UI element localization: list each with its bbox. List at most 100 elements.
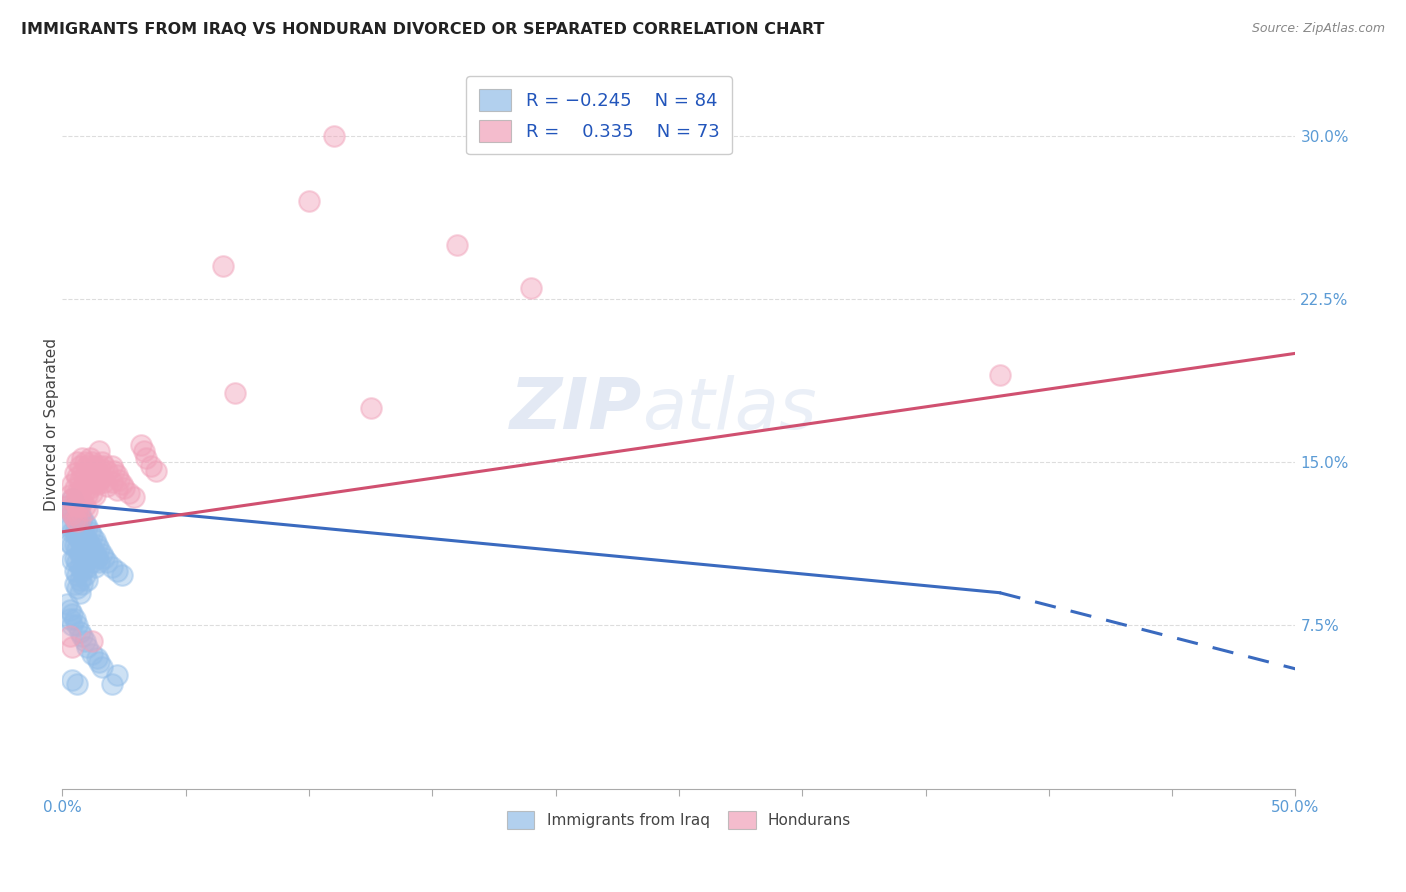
Point: [79, 538, 101, 552]
Point: [73, 529, 96, 543]
Point: [83, 547, 105, 561]
Point: [132, 444, 155, 458]
Point: [73, 455, 96, 469]
Point: [111, 476, 134, 491]
Point: [73, 499, 96, 513]
Point: [101, 475, 124, 489]
Point: [59, 503, 82, 517]
Point: [91, 659, 114, 673]
Point: [86, 476, 108, 491]
Point: [56, 499, 79, 513]
Point: [63, 512, 86, 526]
Point: [79, 550, 101, 565]
Point: [86, 651, 108, 665]
Point: [59, 520, 82, 534]
Point: [59, 612, 82, 626]
Point: [66, 542, 89, 557]
Point: [80, 555, 103, 569]
Point: [66, 529, 89, 543]
Point: [111, 568, 134, 582]
Point: [118, 485, 141, 500]
Point: [80, 529, 103, 543]
Point: [66, 516, 89, 530]
Point: [96, 555, 118, 569]
Point: [63, 612, 86, 626]
Point: [73, 483, 96, 498]
Point: [70, 512, 93, 526]
Point: [73, 470, 96, 484]
Point: [520, 281, 543, 295]
Point: [76, 475, 98, 489]
Point: [66, 677, 89, 691]
Point: [70, 524, 93, 539]
Point: [60, 553, 83, 567]
Point: [224, 385, 246, 400]
Point: [89, 459, 111, 474]
Point: [66, 499, 89, 513]
Point: [89, 555, 111, 569]
Point: [135, 450, 157, 465]
Y-axis label: Divorced or Separated: Divorced or Separated: [44, 337, 59, 510]
Point: [56, 499, 79, 513]
Point: [66, 485, 89, 500]
Point: [89, 444, 111, 458]
Point: [69, 624, 91, 639]
Point: [79, 481, 101, 495]
Point: [96, 464, 118, 478]
Legend: Immigrants from Iraq, Hondurans: Immigrants from Iraq, Hondurans: [501, 805, 858, 836]
Text: Source: ZipAtlas.com: Source: ZipAtlas.com: [1251, 22, 1385, 36]
Point: [80, 633, 103, 648]
Point: [60, 607, 83, 622]
Point: [60, 492, 83, 507]
Point: [66, 555, 89, 569]
Point: [91, 455, 114, 469]
Point: [60, 673, 83, 687]
Point: [63, 524, 86, 539]
Point: [83, 488, 105, 502]
Point: [69, 533, 91, 548]
Point: [101, 559, 124, 574]
Point: [63, 466, 86, 480]
Point: [73, 516, 96, 530]
Point: [141, 459, 163, 474]
Point: [105, 564, 128, 578]
Point: [59, 488, 82, 502]
Point: [122, 490, 145, 504]
Point: [69, 473, 91, 487]
Point: [108, 473, 131, 487]
Point: [73, 555, 96, 569]
Point: [69, 459, 91, 474]
Point: [83, 533, 105, 548]
Point: [60, 492, 83, 507]
Point: [60, 524, 83, 539]
Point: [86, 538, 108, 552]
Point: [80, 470, 103, 484]
Point: [63, 499, 86, 513]
Point: [69, 559, 91, 574]
Point: [145, 464, 167, 478]
Point: [59, 629, 82, 643]
Point: [63, 538, 86, 552]
Point: [101, 459, 124, 474]
Point: [63, 512, 86, 526]
Point: [298, 194, 321, 208]
Point: [76, 520, 98, 534]
Point: [80, 485, 103, 500]
Point: [76, 533, 98, 548]
Point: [79, 450, 101, 465]
Point: [60, 508, 83, 522]
Point: [70, 564, 93, 578]
Point: [91, 470, 114, 484]
Point: [80, 455, 103, 469]
Point: [70, 466, 93, 480]
Point: [103, 464, 125, 478]
Point: [86, 550, 108, 565]
Point: [105, 483, 128, 498]
Point: [56, 597, 79, 611]
Point: [76, 503, 98, 517]
Text: atlas: atlas: [643, 375, 817, 444]
Point: [69, 512, 91, 526]
Point: [60, 476, 83, 491]
Point: [70, 481, 93, 495]
Point: [69, 520, 91, 534]
